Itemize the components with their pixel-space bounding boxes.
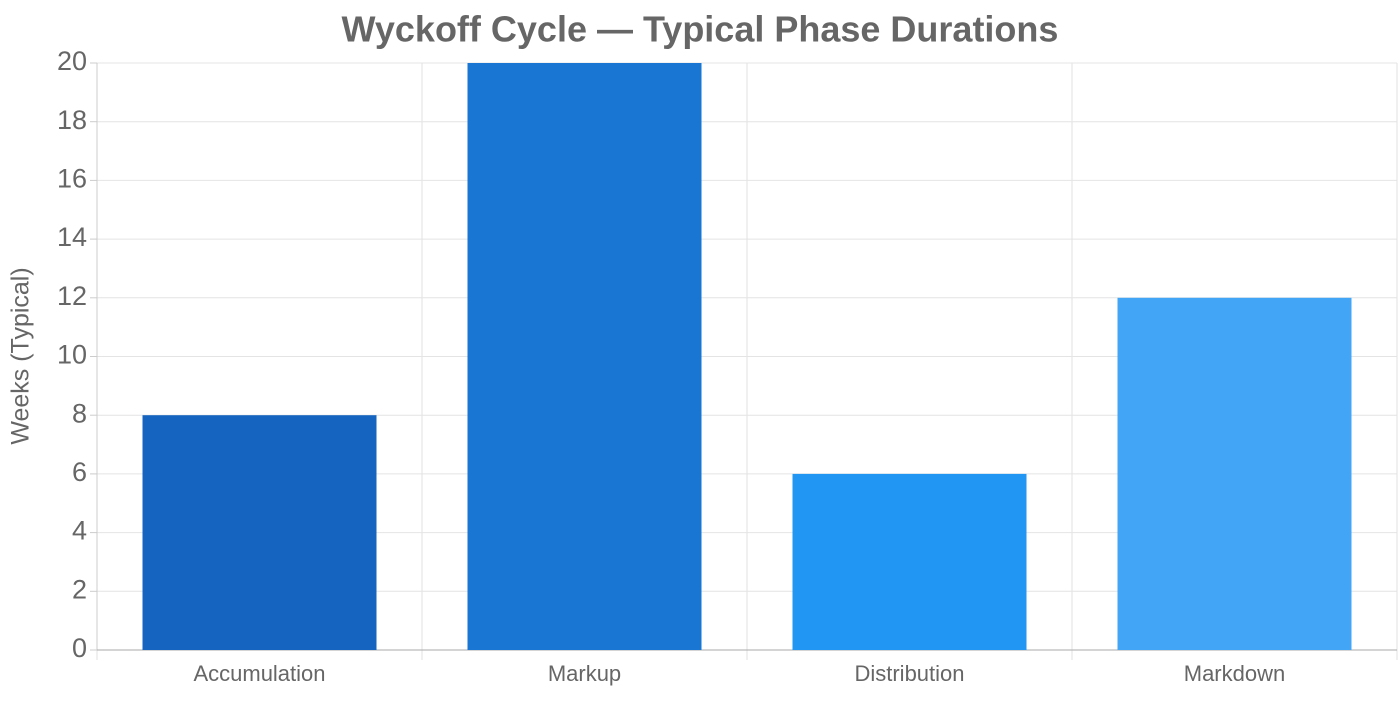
bar bbox=[467, 63, 702, 650]
x-tick-label: Distribution bbox=[854, 661, 964, 686]
y-tick-label: 20 bbox=[57, 46, 87, 76]
y-tick-label: 12 bbox=[57, 281, 87, 311]
y-tick-label: 16 bbox=[57, 164, 87, 194]
chart-title: Wyckoff Cycle — Typical Phase Durations bbox=[342, 9, 1059, 50]
y-axis-label: Weeks (Typical) bbox=[7, 267, 35, 444]
y-tick-label: 0 bbox=[72, 633, 87, 663]
x-tick-label: Accumulation bbox=[193, 661, 325, 686]
bar bbox=[792, 473, 1027, 650]
bar bbox=[1117, 297, 1352, 650]
bar bbox=[142, 415, 377, 650]
y-tick-label: 10 bbox=[57, 340, 87, 370]
y-tick-label: 14 bbox=[57, 222, 87, 252]
x-tick-label: Markup bbox=[548, 661, 621, 686]
y-tick-label: 18 bbox=[57, 105, 87, 135]
y-tick-label: 4 bbox=[72, 516, 87, 546]
y-tick-label: 8 bbox=[72, 398, 87, 428]
y-tick-label: 6 bbox=[72, 457, 87, 487]
y-tick-label: 2 bbox=[72, 574, 87, 604]
x-tick-label: Markdown bbox=[1184, 661, 1285, 686]
